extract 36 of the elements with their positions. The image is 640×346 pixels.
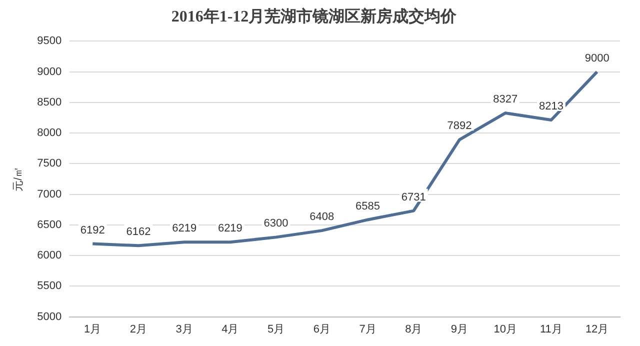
- data-label: 7892: [447, 120, 472, 132]
- data-label: 6731: [401, 191, 426, 204]
- x-tick-label: 6月: [313, 323, 330, 336]
- data-label: 6219: [172, 222, 197, 235]
- data-label: 8213: [538, 100, 564, 113]
- x-tick-label: 7月: [359, 323, 376, 336]
- y-tick-label: 6500: [37, 218, 62, 231]
- y-tick-label: 9000: [37, 66, 62, 78]
- data-label: 6408: [310, 211, 334, 224]
- data-label: 9000: [584, 52, 610, 64]
- data-label: 6300: [264, 218, 288, 230]
- x-tick-label: 3月: [176, 323, 193, 336]
- y-tick-label: 6000: [37, 250, 62, 262]
- data-label: 6585: [356, 200, 380, 212]
- data-label: 8327: [493, 94, 518, 106]
- x-tick-label: 1月: [84, 323, 102, 336]
- x-tick-label: 9月: [450, 323, 468, 336]
- data-label: 6192: [80, 224, 105, 236]
- y-tick-label: 5500: [37, 280, 62, 292]
- y-tick-label: 7500: [37, 158, 62, 170]
- y-axis-title: 元/㎡: [12, 166, 25, 192]
- y-tick-label: 8500: [37, 96, 62, 108]
- x-tick-label: 11月: [540, 323, 562, 336]
- x-tick-label: 8月: [405, 323, 422, 336]
- x-tick-label: 2月: [130, 323, 148, 336]
- data-label: 6162: [126, 226, 151, 238]
- x-tick-label: 10月: [494, 323, 517, 336]
- data-label: 6219: [218, 222, 242, 235]
- x-tick-label: 4月: [222, 323, 239, 336]
- x-tick-label: 12月: [585, 323, 609, 336]
- x-tick-label: 5月: [267, 323, 285, 336]
- y-tick-label: 7000: [37, 188, 62, 200]
- y-tick-label: 8000: [37, 127, 62, 140]
- chart-title: 2016年1-12月芜湖市镜湖区新房成交均价: [171, 6, 458, 26]
- y-tick-label: 5000: [37, 310, 62, 323]
- y-tick-label: 9500: [37, 35, 62, 48]
